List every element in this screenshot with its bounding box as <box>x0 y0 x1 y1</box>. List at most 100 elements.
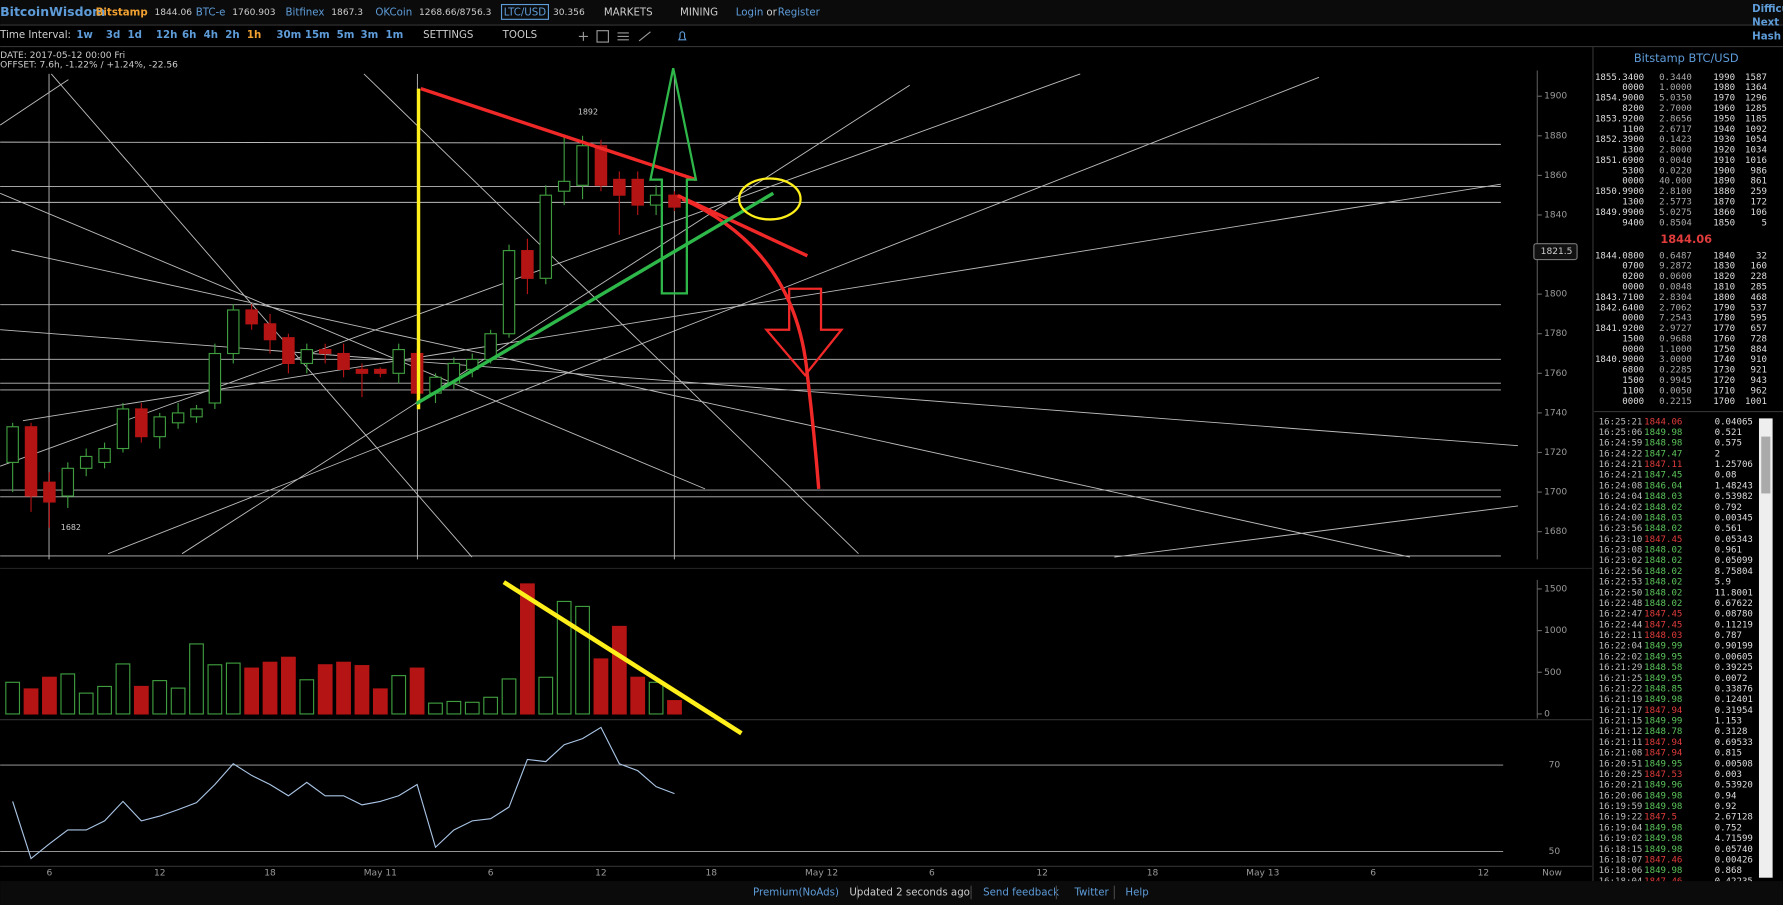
trade-price: 1849.98 <box>1644 845 1682 855</box>
orderbook-cell: 1300 <box>1622 146 1644 156</box>
orderbook-cell: 1980 <box>1713 83 1735 93</box>
orderbook-cell: 861 <box>1751 177 1767 187</box>
trade-time: 16:20:25 <box>1599 770 1643 780</box>
login[interactable]: Login <box>736 8 764 19</box>
footer-link[interactable]: Premium(NoAds) <box>753 887 839 898</box>
interval[interactable]: 5m <box>337 30 355 41</box>
volume-bar <box>281 656 296 715</box>
trade-amount: 4.71599 <box>1715 834 1753 844</box>
candle-body <box>576 145 589 186</box>
tools[interactable]: TOOLS <box>502 30 538 41</box>
volume-bar <box>354 665 370 715</box>
trade-amount: 0.69533 <box>1715 738 1753 748</box>
orderbook-cell: 1730 <box>1713 366 1735 376</box>
trade-time: 16:22:11 <box>1599 631 1643 641</box>
orderbook-title: Bitstamp BTC/USD <box>1634 51 1739 65</box>
trade-time: 16:23:08 <box>1599 546 1643 556</box>
trade-amount: 0.3128 <box>1715 727 1748 737</box>
trade-time: 16:19:02 <box>1599 834 1643 844</box>
interval[interactable]: 1h <box>247 30 261 41</box>
ticker-name[interactable]: LTC/USD <box>504 8 546 19</box>
trade-amount: 0.53920 <box>1715 781 1753 791</box>
trade-price: 1847.94 <box>1644 749 1683 759</box>
orderbook-cell: 1843.7100 <box>1595 293 1644 303</box>
register[interactable]: Register <box>778 8 821 19</box>
trade-time: 16:21:12 <box>1599 727 1643 737</box>
orderbook-cell: 0000 <box>1622 397 1644 407</box>
interval[interactable]: 12h <box>156 30 178 41</box>
trade-amount: 0.00605 <box>1715 652 1753 662</box>
interval[interactable]: 3d <box>106 30 120 41</box>
toolbar: Time Interval: 1w 3d 1d 12h 6h 4h 2h 1h 30m 15m 5m 3… <box>0 30 537 41</box>
scroll-thumb[interactable] <box>1761 436 1771 494</box>
orderbook-cell: 6800 <box>1622 366 1644 376</box>
candle-body <box>79 455 93 469</box>
orderbook-cell: 160 <box>1751 262 1767 272</box>
orderbook-cell: 5 <box>1761 218 1766 228</box>
menu[interactable]: MARKETS <box>604 8 653 19</box>
trade-price: 1847.45 <box>1644 610 1682 620</box>
candle-body <box>6 426 19 463</box>
trade-price: 1848.02 <box>1644 524 1682 534</box>
orderbook-cell: 657 <box>1751 324 1767 334</box>
candle-body <box>318 348 332 355</box>
footer-link[interactable]: Twitter <box>1073 887 1109 898</box>
ticker-name[interactable]: OKCoin <box>375 8 412 19</box>
volume-bar <box>556 600 572 715</box>
interval[interactable]: 6h <box>182 30 196 41</box>
orderbook-cell: 1.1000 <box>1659 345 1692 355</box>
trade-time: 16:20:51 <box>1599 759 1643 769</box>
ticker-name[interactable]: Bitstamp <box>96 8 148 19</box>
interval[interactable]: 1m <box>386 30 404 41</box>
orderbook-cell: 1364 <box>1745 83 1767 93</box>
interval[interactable]: 3m <box>361 30 379 41</box>
trade-amount: 0.53982 <box>1715 492 1753 502</box>
orderbook-cell: 1100 <box>1622 386 1644 396</box>
ticker-name[interactable]: Bitfinex <box>286 8 325 19</box>
volume-bar <box>299 679 315 715</box>
orderbook-cell: 1840 <box>1713 251 1735 261</box>
side-info: Hash R <box>1752 31 1783 42</box>
settings[interactable]: SETTINGS <box>423 30 473 41</box>
volume-bar <box>538 676 554 715</box>
ticker-price: 1867.3 <box>331 8 363 18</box>
icon-line <box>596 30 609 43</box>
orderbook-cell: 1860 <box>1713 208 1735 218</box>
orderbook-cell: 106 <box>1751 208 1767 218</box>
orderbook-cell: 2.7062 <box>1659 303 1692 313</box>
trade-amount: 0.961 <box>1715 546 1742 556</box>
orderbook-cell: 2.7000 <box>1659 104 1692 114</box>
trade-time: 16:22:48 <box>1599 599 1643 609</box>
orderbook-cell: 0.8504 <box>1659 218 1692 228</box>
trade-time: 16:18:07 <box>1599 855 1643 865</box>
ticker-name[interactable]: BTC-e <box>196 8 226 19</box>
interval[interactable]: 1w <box>76 30 93 41</box>
orderbook-cell: 0.0600 <box>1659 272 1692 282</box>
interval[interactable]: 2h <box>225 30 239 41</box>
orderbook-cell: 1900 <box>1713 166 1735 176</box>
interval[interactable]: 1d <box>127 30 141 41</box>
trade-price: 1847.45 <box>1644 471 1682 481</box>
price-chart: 1680170017201740176017801800182018401860… <box>0 92 1578 879</box>
interval[interactable]: 15m <box>305 30 330 41</box>
footer-link[interactable]: Send feedback <box>983 887 1059 898</box>
interval[interactable]: 30m <box>276 30 301 41</box>
trade-amount: 0.815 <box>1715 749 1742 759</box>
interval[interactable]: 4h <box>204 30 218 41</box>
orderbook-cell: 943 <box>1751 376 1767 386</box>
trade-time: 16:25:06 <box>1599 428 1643 438</box>
volume-bar <box>483 696 499 715</box>
green-arrow <box>649 67 698 295</box>
brand[interactable]: BitcoinWisdom <box>0 4 105 19</box>
orderbook-cell: 1700 <box>1713 397 1735 407</box>
menu[interactable]: MINING <box>680 8 718 19</box>
trade-price: 1849.99 <box>1644 717 1682 727</box>
orderbook-cell: 468 <box>1751 293 1767 303</box>
footer-link[interactable]: Help <box>1125 887 1148 898</box>
candle-body <box>300 348 314 364</box>
volume-bar <box>189 643 204 715</box>
trade-price: 1849.98 <box>1644 823 1682 833</box>
volume-bar <box>60 673 76 715</box>
orderbook-cell: 1950 <box>1713 114 1735 124</box>
orderbook-cell: 1940 <box>1713 125 1735 135</box>
